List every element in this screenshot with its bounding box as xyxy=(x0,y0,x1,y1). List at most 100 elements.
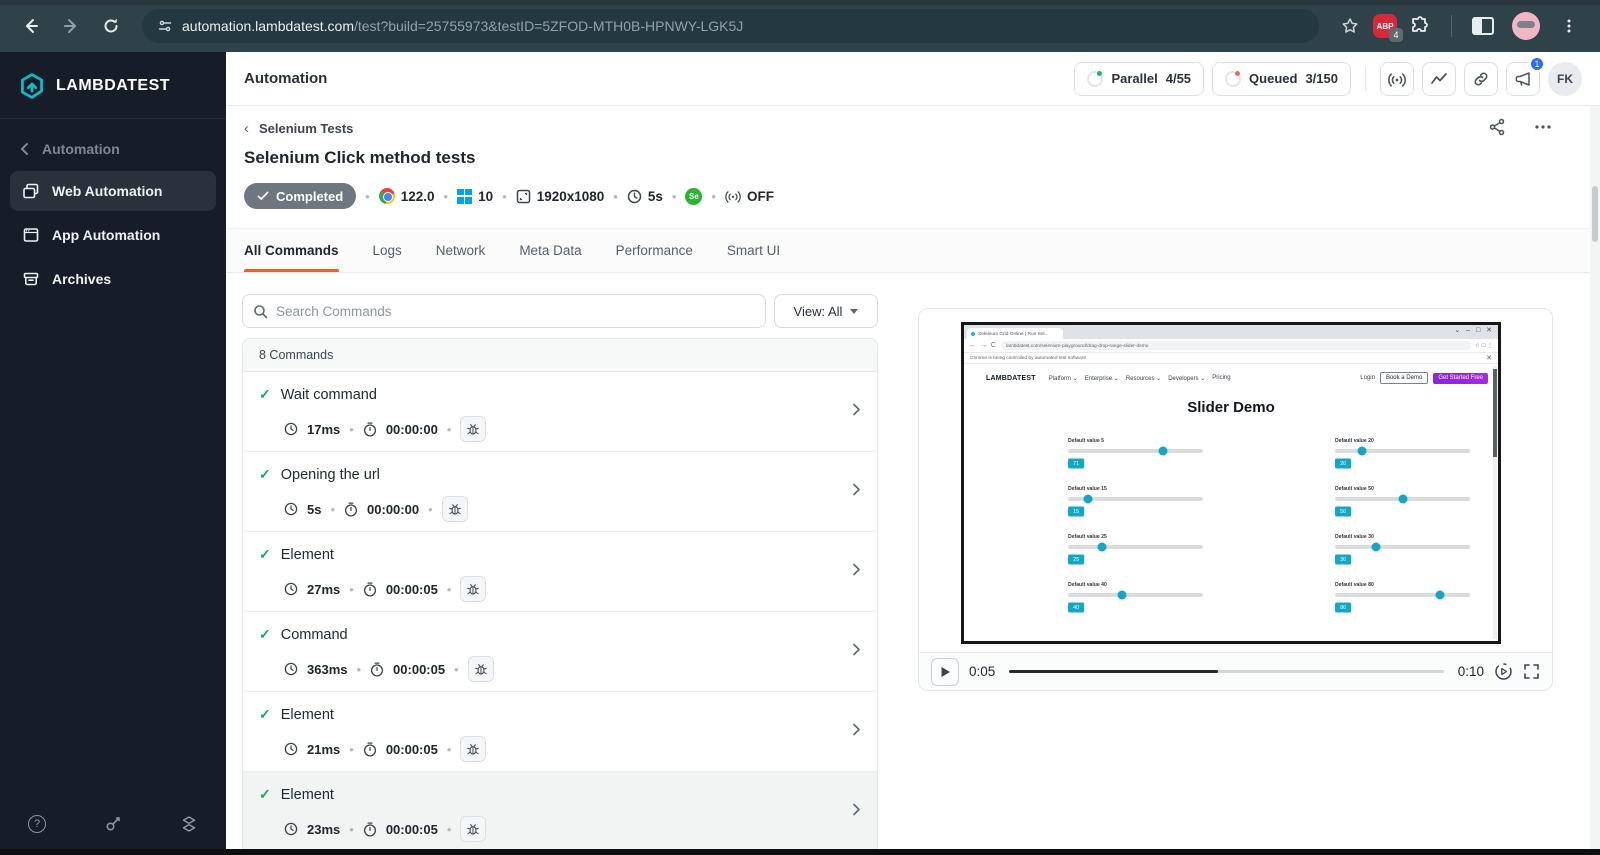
browser-menu-kebab-icon[interactable] xyxy=(1552,9,1586,43)
view-filter-dropdown[interactable]: View: All xyxy=(774,294,878,328)
key-access-icon[interactable] xyxy=(102,813,124,835)
breadcrumb: ‹ Selenium Tests xyxy=(244,121,353,136)
slider-thumb xyxy=(1398,494,1407,504)
page-scrollbar-thumb[interactable] xyxy=(1592,186,1598,242)
queued-counter-button[interactable]: Queued 3/150 xyxy=(1212,61,1351,96)
browser-reload-icon[interactable] xyxy=(94,9,128,43)
tab-logs[interactable]: Logs xyxy=(372,243,402,258)
extensions-puzzle-icon[interactable] xyxy=(1403,9,1437,43)
sidebar-item-web-automation[interactable]: Web Automation xyxy=(10,171,216,211)
more-options-icon[interactable] xyxy=(1534,124,1552,130)
report-bug-button[interactable] xyxy=(460,576,487,602)
recorded-browser-window: Selenium Grid Online | Run Sel... ⌄ – □ … xyxy=(961,322,1501,644)
tab-network[interactable]: Network xyxy=(435,243,486,258)
check-icon xyxy=(257,191,269,200)
browser-profile-avatar[interactable] xyxy=(1512,12,1540,40)
share-icon[interactable] xyxy=(1488,118,1506,136)
lambdatest-logo[interactable]: LAMBDATEST xyxy=(0,52,226,119)
report-bug-button[interactable] xyxy=(460,736,487,762)
mock-tabstrip: Selenium Grid Online | Run Sel... ⌄ – □ … xyxy=(964,325,1498,339)
app-automation-icon xyxy=(23,228,39,242)
parallel-counter-button[interactable]: Parallel 4/55 xyxy=(1074,61,1205,96)
video-frame[interactable]: Selenium Grid Online | Run Sel... ⌄ – □ … xyxy=(919,309,1552,652)
expand-chevron-icon[interactable] xyxy=(852,642,861,661)
page-title: Automation xyxy=(244,70,328,87)
back-chevron-icon[interactable]: ‹ xyxy=(244,120,249,137)
listening-waves-icon[interactable] xyxy=(1380,61,1414,96)
browser-forward-icon[interactable] xyxy=(54,9,88,43)
adblock-badge: 4 xyxy=(1389,28,1403,42)
selenium-badge: Se xyxy=(685,187,703,205)
command-duration: 17ms xyxy=(307,421,341,437)
tab-all-commands[interactable]: All Commands xyxy=(244,229,339,272)
tab-performance[interactable]: Performance xyxy=(615,243,693,258)
command-row[interactable]: ✓ Command 363ms • 00:00:05 • xyxy=(243,612,877,692)
command-title: Element xyxy=(280,706,334,723)
announcements-megaphone-icon[interactable]: 1 xyxy=(1506,55,1545,96)
dot-separator: • xyxy=(671,188,677,204)
expand-chevron-icon[interactable] xyxy=(852,802,861,821)
analytics-trend-icon[interactable] xyxy=(1422,61,1456,96)
sidebar-item-app-automation[interactable]: App Automation xyxy=(10,215,216,255)
address-bar[interactable]: automation.lambdatest.com/test?build=257… xyxy=(142,9,1319,43)
command-row[interactable]: ✓ Element 21ms • 00:00:05 • xyxy=(243,692,877,772)
command-timestamp: 00:00:00 xyxy=(367,501,420,517)
command-timestamp: 00:00:00 xyxy=(385,421,438,437)
help-icon[interactable]: ? xyxy=(26,813,48,835)
breadcrumb-label[interactable]: Selenium Tests xyxy=(259,121,354,136)
command-timestamp: 00:00:05 xyxy=(385,821,438,837)
side-panel-icon[interactable] xyxy=(1466,9,1500,43)
sidebar-item-label: Web Automation xyxy=(52,183,163,199)
command-row[interactable]: ✓ Element 23ms • 00:00:05 • xyxy=(243,772,877,849)
adblock-extension-icon[interactable]: ABP 4 xyxy=(1373,14,1403,42)
tab-meta-data[interactable]: Meta Data xyxy=(519,243,582,258)
mock-sliders-grid: Default value 5 71 Default value 20 20 Def… xyxy=(1068,438,1498,613)
bug-icon xyxy=(467,584,480,595)
command-duration: 5s xyxy=(307,501,322,517)
site-settings-icon[interactable] xyxy=(158,19,172,33)
parallel-label: Parallel xyxy=(1111,71,1158,86)
commands-count: 8 Commands xyxy=(243,339,877,372)
browser-back-icon[interactable] xyxy=(14,9,48,43)
mock-slider: Default value 20 20 xyxy=(1335,438,1470,469)
success-check-icon: ✓ xyxy=(259,786,271,802)
fullscreen-icon[interactable] xyxy=(1523,663,1540,680)
integrations-layers-icon[interactable] xyxy=(178,813,200,835)
expand-chevron-icon[interactable] xyxy=(852,402,861,421)
command-title: Element xyxy=(280,546,334,563)
expand-chevron-icon[interactable] xyxy=(852,722,861,741)
tab-smart-ui[interactable]: Smart UI xyxy=(726,243,781,258)
search-commands-input[interactable] xyxy=(276,303,755,319)
mock-slider: Default value 30 30 xyxy=(1335,534,1470,565)
bottom-edge-strip xyxy=(0,849,1600,855)
os-version-value: 10 xyxy=(478,188,494,204)
report-bug-button[interactable] xyxy=(460,416,487,442)
video-total-time: 0:10 xyxy=(1457,664,1484,679)
mock-automation-notice: Chrome is being controlled by automated … xyxy=(964,353,1498,364)
link-icon[interactable] xyxy=(1464,61,1498,96)
playback-speed-icon[interactable] xyxy=(1494,662,1513,681)
command-row[interactable]: ✓ Opening the url 5s • 00:00:00 • xyxy=(243,452,877,532)
report-bug-button[interactable] xyxy=(467,656,494,682)
command-duration: 363ms xyxy=(307,661,348,677)
user-avatar[interactable]: FK xyxy=(1548,61,1582,96)
play-button[interactable] xyxy=(931,657,959,686)
page-scrollbar-track[interactable] xyxy=(1590,106,1600,849)
expand-chevron-icon[interactable] xyxy=(852,482,861,501)
bookmark-star-icon[interactable] xyxy=(1333,9,1367,43)
sidebar-section-label: Automation xyxy=(42,141,120,157)
command-row[interactable]: ✓ Wait command 17ms • 00:00:00 • xyxy=(243,372,877,452)
video-progress-bar[interactable] xyxy=(1009,670,1444,673)
report-bug-button[interactable] xyxy=(460,816,487,842)
command-row[interactable]: ✓ Element 27ms • 00:00:05 • xyxy=(243,532,877,612)
url-text[interactable]: automation.lambdatest.com/test?build=257… xyxy=(182,18,744,34)
command-duration: 21ms xyxy=(307,741,341,757)
command-title: Wait command xyxy=(280,386,377,403)
mock-nav-link: Resources ⌄ xyxy=(1125,375,1162,382)
mock-notice-close-icon: ✕ xyxy=(1486,355,1492,362)
sidebar-section-automation[interactable]: Automation xyxy=(0,119,226,167)
report-bug-button[interactable] xyxy=(441,496,468,522)
sidebar-item-archives[interactable]: Archives xyxy=(10,259,216,299)
expand-chevron-icon[interactable] xyxy=(852,562,861,581)
